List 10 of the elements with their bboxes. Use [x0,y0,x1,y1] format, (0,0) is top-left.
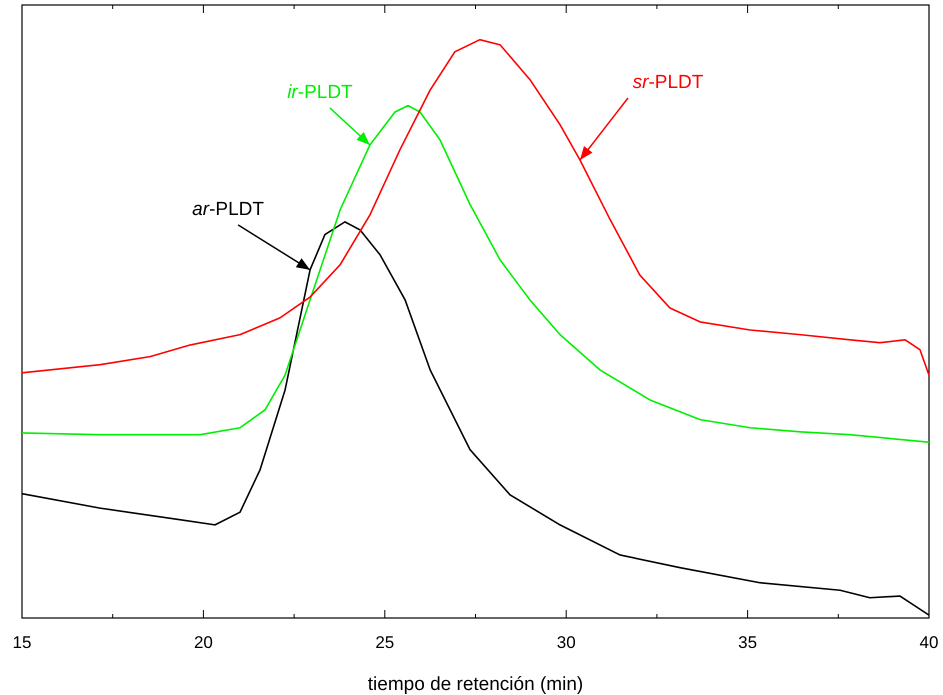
annotation: sr-PLDT [632,72,704,93]
annotation: ar-PLDT [192,198,264,220]
x-tick-label: 20 [194,633,213,652]
x-axis-title: tiempo de retención (min) [368,674,584,695]
x-tick-label: 40 [920,633,938,652]
x-tick-label: 25 [375,633,394,652]
x-tick-label: 35 [738,633,758,652]
x-tick-label: 30 [556,633,576,652]
annotation: ir-PLDT [287,82,354,103]
x-tick-label: 15 [12,633,32,652]
